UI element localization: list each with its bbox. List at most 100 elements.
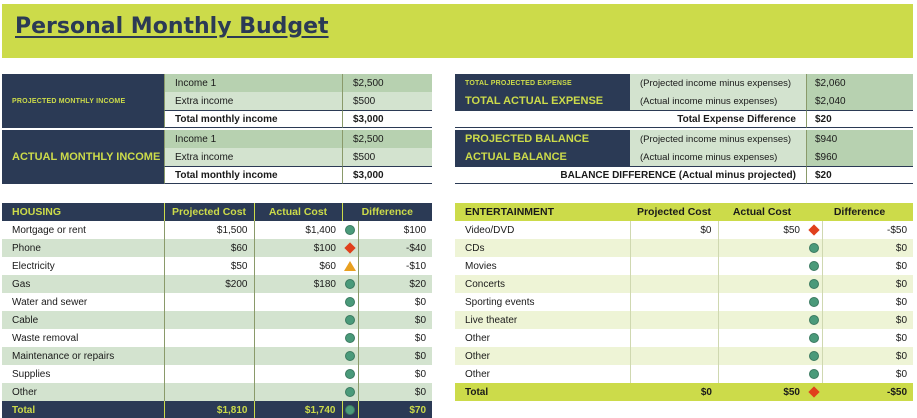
entertainment-actual-cost[interactable] [717, 347, 806, 365]
entertainment-difference[interactable]: $0 [821, 365, 914, 383]
projected-total-income-label[interactable]: Total monthly income [164, 110, 342, 128]
actual-total-income-value[interactable]: $3,000 [342, 166, 432, 184]
projected-income-1-value[interactable]: $2,500 [342, 74, 432, 92]
entertainment-difference[interactable]: $0 [821, 311, 914, 329]
projected-extra-income-value[interactable]: $500 [342, 92, 432, 110]
housing-projected-cost[interactable] [163, 383, 254, 401]
entertainment-item-label[interactable]: Live theater [465, 314, 518, 326]
housing-projected-cost[interactable]: $60 [163, 239, 254, 257]
housing-difference[interactable]: $100 [357, 221, 433, 239]
entertainment-actual-cost[interactable] [717, 257, 806, 275]
entertainment-item-label[interactable]: Concerts [465, 278, 506, 290]
total-projected-expense-value[interactable]: $2,060 [806, 74, 913, 92]
housing-difference[interactable]: $0 [357, 383, 433, 401]
housing-projected-cost[interactable] [163, 329, 254, 347]
housing-actual-cost[interactable]: $180 [253, 275, 342, 293]
projected-income-1-label[interactable]: Income 1 [164, 74, 342, 92]
housing-item-label[interactable]: Waste removal [12, 332, 79, 344]
housing-item-label[interactable]: Maintenance or repairs [12, 350, 115, 362]
balance-difference-value[interactable]: $20 [806, 166, 913, 184]
entertainment-item-label[interactable]: Movies [465, 260, 497, 272]
housing-difference[interactable]: $0 [357, 293, 433, 311]
housing-difference[interactable]: -$40 [357, 239, 433, 257]
entertainment-total-difference[interactable]: -$50 [887, 386, 908, 398]
housing-projected-cost[interactable] [163, 311, 254, 329]
housing-item-label[interactable]: Mortgage or rent [12, 224, 86, 236]
projected-total-income-value[interactable]: $3,000 [342, 110, 432, 128]
entertainment-projected-cost[interactable]: $0 [629, 221, 718, 239]
housing-difference[interactable]: $20 [357, 275, 433, 293]
entertainment-difference[interactable]: $0 [821, 257, 914, 275]
housing-item-label[interactable]: Other [12, 386, 38, 398]
entertainment-item-label[interactable]: Sporting events [465, 296, 535, 308]
housing-difference[interactable]: $0 [357, 311, 433, 329]
housing-actual-cost[interactable] [253, 365, 342, 383]
entertainment-projected-cost[interactable] [629, 275, 718, 293]
housing-actual-cost[interactable]: $1,400 [253, 221, 342, 239]
housing-actual-cost[interactable] [253, 293, 342, 311]
entertainment-actual-cost[interactable] [717, 365, 806, 383]
entertainment-actual-cost[interactable] [717, 239, 806, 257]
housing-actual-cost[interactable] [253, 311, 342, 329]
entertainment-item-label[interactable]: CDs [465, 242, 485, 254]
entertainment-item-label[interactable]: Other [465, 332, 491, 344]
housing-total-actual[interactable]: $1,740 [253, 401, 342, 418]
housing-difference[interactable]: $0 [357, 347, 433, 365]
housing-projected-cost[interactable] [163, 365, 254, 383]
housing-difference[interactable]: $0 [357, 365, 433, 383]
entertainment-difference[interactable]: $0 [821, 293, 914, 311]
projected-extra-income-label[interactable]: Extra income [164, 92, 342, 110]
entertainment-actual-cost[interactable]: $50 [717, 221, 806, 239]
housing-actual-cost[interactable] [253, 383, 342, 401]
total-expense-difference-value[interactable]: $20 [806, 110, 913, 128]
entertainment-difference[interactable]: $0 [821, 239, 914, 257]
actual-income-1-label[interactable]: Income 1 [164, 130, 342, 148]
entertainment-difference[interactable]: $0 [821, 347, 914, 365]
entertainment-projected-cost[interactable] [629, 365, 718, 383]
entertainment-projected-cost[interactable] [629, 347, 718, 365]
housing-projected-cost[interactable]: $50 [163, 257, 254, 275]
housing-item-label[interactable]: Gas [12, 278, 31, 290]
housing-item-label[interactable]: Supplies [12, 368, 51, 380]
entertainment-projected-cost[interactable] [629, 257, 718, 275]
housing-projected-cost[interactable]: $1,500 [163, 221, 254, 239]
entertainment-total-actual[interactable]: $50 [783, 386, 800, 398]
housing-actual-cost[interactable] [253, 347, 342, 365]
housing-total-projected[interactable]: $1,810 [163, 401, 254, 418]
entertainment-item-label[interactable]: Video/DVD [465, 224, 515, 236]
housing-actual-cost[interactable]: $60 [253, 257, 342, 275]
projected-balance-value[interactable]: $940 [806, 130, 913, 148]
housing-actual-cost[interactable] [253, 329, 342, 347]
entertainment-actual-cost[interactable] [717, 311, 806, 329]
entertainment-actual-cost[interactable] [717, 293, 806, 311]
actual-total-income-label[interactable]: Total monthly income [164, 166, 342, 184]
entertainment-projected-cost[interactable] [629, 329, 718, 347]
entertainment-item-label[interactable]: Other [465, 368, 491, 380]
housing-actual-cost[interactable]: $100 [253, 239, 342, 257]
actual-balance-value[interactable]: $960 [806, 148, 913, 166]
entertainment-actual-cost[interactable] [717, 275, 806, 293]
entertainment-projected-cost[interactable] [629, 239, 718, 257]
housing-difference[interactable]: $0 [357, 329, 433, 347]
entertainment-item-label[interactable]: Other [465, 350, 491, 362]
housing-item-label[interactable]: Electricity [12, 260, 55, 272]
actual-extra-income-label[interactable]: Extra income [164, 148, 342, 166]
total-actual-expense-value[interactable]: $2,040 [806, 92, 913, 110]
housing-difference[interactable]: -$10 [357, 257, 433, 275]
entertainment-difference[interactable]: $0 [821, 275, 914, 293]
actual-extra-income-value[interactable]: $500 [342, 148, 432, 166]
housing-item-label[interactable]: Cable [12, 314, 39, 326]
housing-projected-cost[interactable] [163, 347, 254, 365]
entertainment-actual-cost[interactable] [717, 329, 806, 347]
entertainment-projected-cost[interactable] [629, 311, 718, 329]
housing-projected-cost[interactable] [163, 293, 254, 311]
housing-total-difference[interactable]: $70 [357, 401, 433, 418]
entertainment-difference[interactable]: $0 [821, 329, 914, 347]
housing-item-label[interactable]: Phone [12, 242, 41, 254]
entertainment-projected-cost[interactable] [629, 293, 718, 311]
entertainment-total-projected[interactable]: $0 [700, 386, 712, 398]
entertainment-difference[interactable]: -$50 [821, 221, 914, 239]
housing-item-label[interactable]: Water and sewer [12, 296, 88, 308]
housing-projected-cost[interactable]: $200 [163, 275, 254, 293]
actual-income-1-value[interactable]: $2,500 [342, 130, 432, 148]
